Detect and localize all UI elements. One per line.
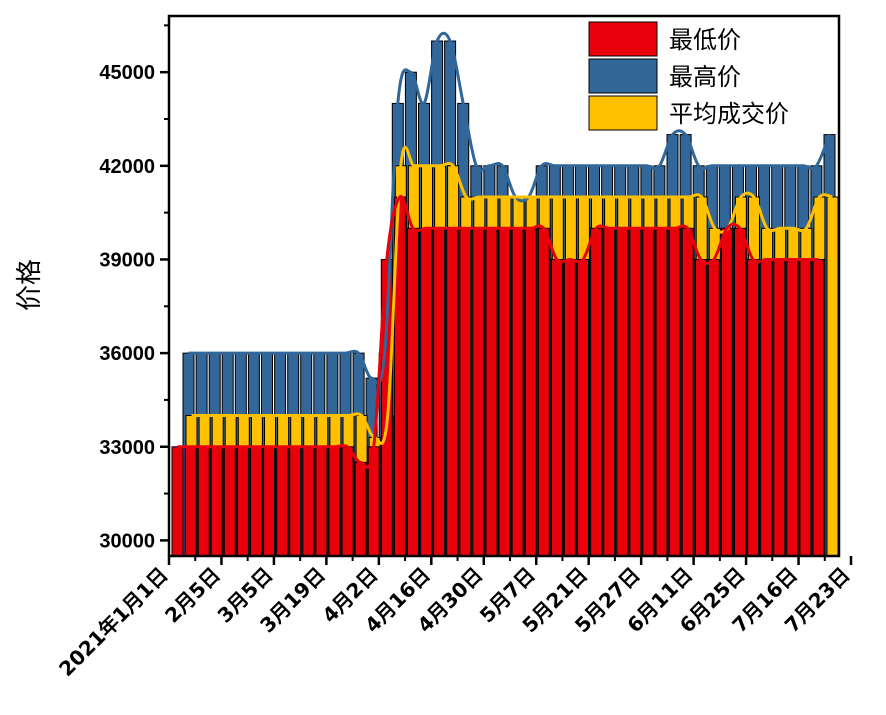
bar-low-46 [773, 259, 786, 557]
bar-low-45 [760, 259, 773, 557]
bar-avg-49 [826, 196, 839, 557]
legend-swatch-1 [588, 58, 658, 94]
bar-low-49 [812, 259, 825, 557]
y-tick-label-39000: 39000 [99, 249, 155, 271]
bar-low-19 [420, 227, 433, 557]
lines-layer [177, 31, 833, 469]
bar-low-41 [707, 259, 720, 557]
bar-low-38 [668, 227, 681, 557]
bar-low-1 [184, 446, 197, 557]
plot-frame [167, 14, 841, 558]
legend-swatch-0 [588, 21, 658, 57]
line-low [177, 195, 819, 469]
y-tick-label-45000: 45000 [99, 62, 155, 84]
bar-low-3 [210, 446, 223, 557]
legend-swatch-2 [588, 95, 658, 131]
x-tick-label-0: 2021年1月1日 [54, 563, 172, 681]
bar-low-5 [236, 446, 249, 557]
x-tick-label-1: 2月5日 [160, 563, 225, 628]
legend-label-2: 平均成交价 [669, 100, 789, 128]
bar-low-6 [250, 446, 262, 557]
bar-low-24 [485, 227, 498, 557]
bar-low-0 [171, 446, 184, 557]
bar-low-7 [263, 446, 276, 557]
bar-low-20 [433, 227, 446, 557]
bar-low-9 [289, 446, 302, 557]
bar-low-29 [550, 259, 563, 557]
bar-low-43 [734, 227, 746, 557]
bar-low-37 [655, 227, 668, 557]
bar-low-4 [223, 446, 236, 557]
axes-layer [167, 14, 841, 558]
bar-low-8 [276, 446, 289, 557]
bar-low-27 [524, 227, 537, 557]
bar-low-30 [563, 259, 576, 557]
line-high [188, 31, 831, 385]
bar-low-28 [537, 227, 550, 557]
y-axis-label: 价格 [15, 259, 45, 311]
bar-low-40 [694, 259, 707, 557]
bar-low-48 [799, 259, 812, 557]
legend-label-1: 最高价 [669, 63, 741, 91]
bar-low-23 [472, 227, 485, 557]
y-tick-label-36000: 36000 [99, 343, 155, 365]
bar-low-11 [315, 446, 328, 557]
bar-low-12 [328, 446, 341, 557]
bar-low-47 [786, 259, 799, 557]
bar-low-26 [511, 227, 524, 557]
legend-label-0: 最低价 [669, 26, 741, 54]
bar-low-14 [354, 461, 367, 557]
y-tick-label-42000: 42000 [99, 156, 155, 178]
bar-low-44 [747, 259, 760, 557]
bar-low-31 [577, 259, 589, 557]
bar-low-2 [197, 446, 210, 557]
bar-low-32 [590, 227, 603, 557]
bar-low-10 [302, 446, 315, 557]
bar-low-33 [603, 227, 616, 557]
bar-low-39 [681, 227, 694, 557]
bar-low-18 [407, 227, 419, 557]
y-tick-label-30000: 30000 [99, 530, 155, 552]
bar-low-21 [446, 227, 459, 557]
y-tick-label-33000: 33000 [99, 437, 155, 459]
bar-low-36 [642, 227, 655, 557]
bar-low-35 [629, 227, 642, 557]
bar-low-25 [498, 227, 511, 557]
bar-low-34 [616, 227, 629, 557]
bar-low-13 [341, 446, 354, 557]
bar-low-42 [720, 227, 733, 557]
bar-low-22 [459, 227, 472, 557]
